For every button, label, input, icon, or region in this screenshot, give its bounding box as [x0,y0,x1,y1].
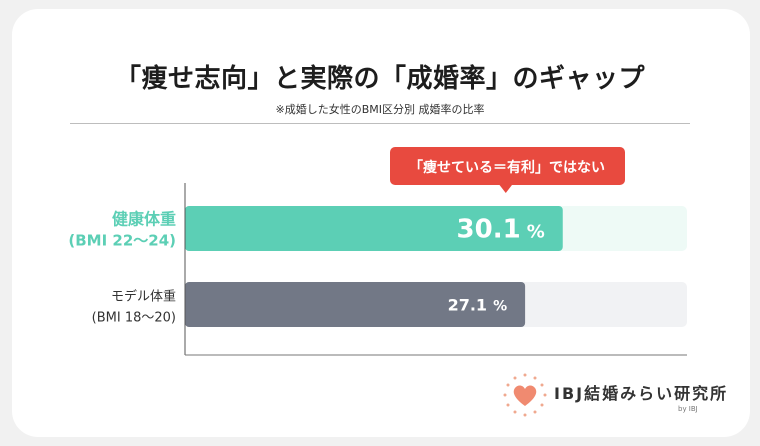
bar-value: 27.1 [448,296,487,315]
category-range-label: (BMI 22〜24) [68,232,176,250]
bar-value-label: 30.1% [457,215,545,245]
callout-box [390,147,625,185]
bar-unit: % [493,299,507,315]
category-label: 健康体重 [112,210,176,229]
page-subtitle: ※成婚した女性のBMI区分別 成婚率の比率 [275,103,485,116]
category-range-label: (BMI 18〜20) [92,311,176,326]
brand-logo: IBJ結婚みらい研究所 by IBJ [502,372,726,422]
callout-text: 「痩せている＝有利」ではない [409,159,605,176]
bar [185,206,563,251]
bar-unit: % [527,222,545,243]
logo-by: by IBJ [678,405,698,413]
logo-text: IBJ結婚みらい研究所 [554,384,729,403]
bar [185,282,526,327]
bar-value: 30.1 [457,215,521,245]
title-divider [70,123,690,124]
category-label: モデル体重 [111,289,176,305]
heart-logo-icon [503,373,547,417]
bar-value-label: 27.1% [448,296,508,315]
callout-pointer [498,184,513,193]
page-title: 「痩せ志向」と実際の「成婚率」のギャップ [114,64,645,94]
